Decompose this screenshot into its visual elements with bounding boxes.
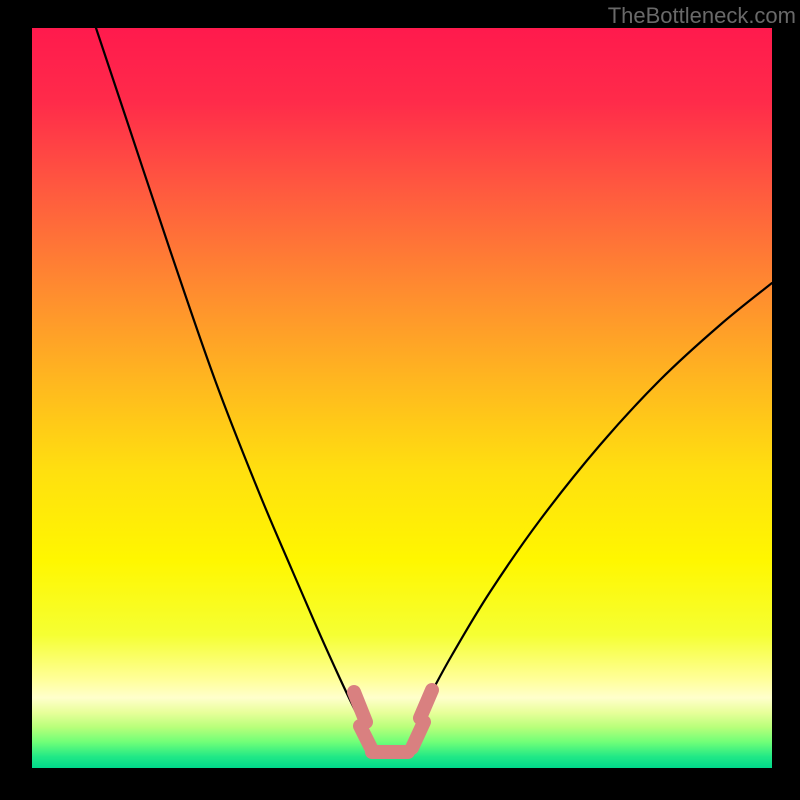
watermark-text: TheBottleneck.com (608, 3, 796, 29)
trough-mark (360, 726, 371, 748)
bottleneck-chart (0, 0, 800, 800)
gradient-background (32, 28, 772, 768)
